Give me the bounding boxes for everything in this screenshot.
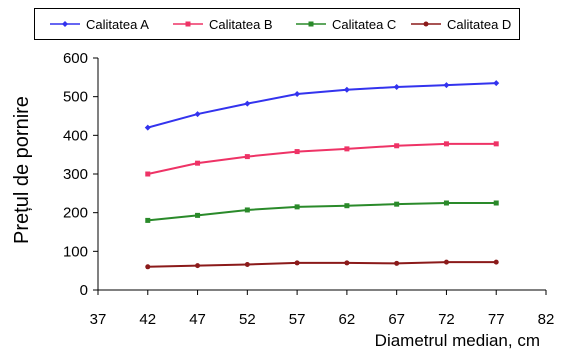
- series-line: [147, 82, 497, 129]
- data-point: [493, 259, 499, 265]
- data-point: [443, 82, 450, 89]
- data-point: [443, 141, 449, 147]
- data-point: [145, 171, 151, 177]
- data-point: [195, 160, 201, 166]
- x-tick-label: 72: [438, 311, 455, 328]
- legend-swatch-marker: [308, 21, 314, 27]
- data-point: [294, 260, 300, 266]
- data-point: [144, 124, 151, 131]
- y-tick-label: 500: [63, 89, 88, 106]
- series-3: [145, 200, 499, 223]
- series-line: [147, 261, 497, 268]
- data-point: [294, 90, 301, 97]
- y-tick-label: 600: [63, 50, 88, 67]
- legend-entry: Calitatea B: [173, 17, 273, 32]
- data-point: [344, 260, 350, 266]
- y-axis-title: Prețul de pornire: [11, 96, 33, 244]
- y-tick-label: 400: [63, 127, 88, 144]
- data-point: [244, 154, 250, 160]
- y-tick-label: 100: [63, 243, 88, 260]
- legend-swatch-marker: [62, 21, 68, 27]
- series-2: [145, 141, 499, 177]
- legend-swatch-marker: [423, 21, 429, 27]
- y-tick-label: 0: [80, 282, 88, 299]
- data-point: [394, 260, 400, 266]
- data-point: [393, 84, 400, 90]
- data-point: [394, 143, 400, 149]
- data-point: [493, 141, 499, 147]
- x-tick-label: 42: [139, 311, 156, 328]
- data-point: [294, 204, 300, 210]
- data-point: [443, 200, 449, 206]
- data-point: [344, 203, 350, 209]
- data-point: [394, 201, 400, 207]
- legend-label: Calitatea C: [332, 17, 396, 32]
- legend-entry: Calitatea D: [411, 17, 511, 32]
- series-lines: [144, 80, 500, 270]
- x-axis-title: Diametrul median, cm: [375, 331, 540, 350]
- series-4: [145, 259, 499, 270]
- legend-swatch-marker: [185, 21, 191, 27]
- data-point: [344, 146, 350, 152]
- legend-label: Calitatea A: [86, 17, 149, 32]
- legend-label: Calitatea B: [209, 17, 273, 32]
- x-tick-label: 47: [189, 311, 206, 328]
- data-point: [244, 100, 251, 107]
- x-tick-label: 57: [289, 311, 306, 328]
- y-tick-label: 300: [63, 166, 88, 183]
- data-point: [195, 263, 201, 269]
- legend-entry: Calitatea C: [296, 17, 396, 32]
- axes: 0 100 200 300 400 500 600 37 42 47 52 57 62 67 72 77 82: [63, 50, 554, 328]
- x-tick-label: 37: [90, 311, 107, 328]
- data-point: [244, 207, 250, 213]
- x-tick-label: 82: [538, 311, 555, 328]
- legend-entries: Calitatea A Calitatea B Calitatea C Calitat…: [50, 17, 511, 32]
- x-tick-label: 52: [239, 311, 256, 328]
- data-point: [195, 212, 201, 218]
- data-point: [145, 264, 151, 270]
- data-point: [443, 259, 449, 265]
- legend-label: Calitatea D: [447, 17, 511, 32]
- series-line: [147, 142, 497, 175]
- y-tick-label: 200: [63, 205, 88, 222]
- data-point: [493, 80, 500, 87]
- data-point: [145, 217, 151, 223]
- data-point: [294, 149, 300, 155]
- data-point: [493, 200, 499, 206]
- data-point: [343, 86, 350, 93]
- series-line: [147, 202, 497, 222]
- x-tick-label: 67: [388, 311, 405, 328]
- data-point: [194, 111, 201, 118]
- x-tick-label: 77: [488, 311, 505, 328]
- series-1: [144, 80, 500, 131]
- legend-entry: Calitatea A: [50, 17, 149, 32]
- x-tick-label: 62: [339, 311, 356, 328]
- data-point: [244, 261, 250, 267]
